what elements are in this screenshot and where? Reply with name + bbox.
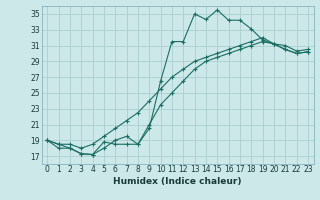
X-axis label: Humidex (Indice chaleur): Humidex (Indice chaleur) [113, 177, 242, 186]
